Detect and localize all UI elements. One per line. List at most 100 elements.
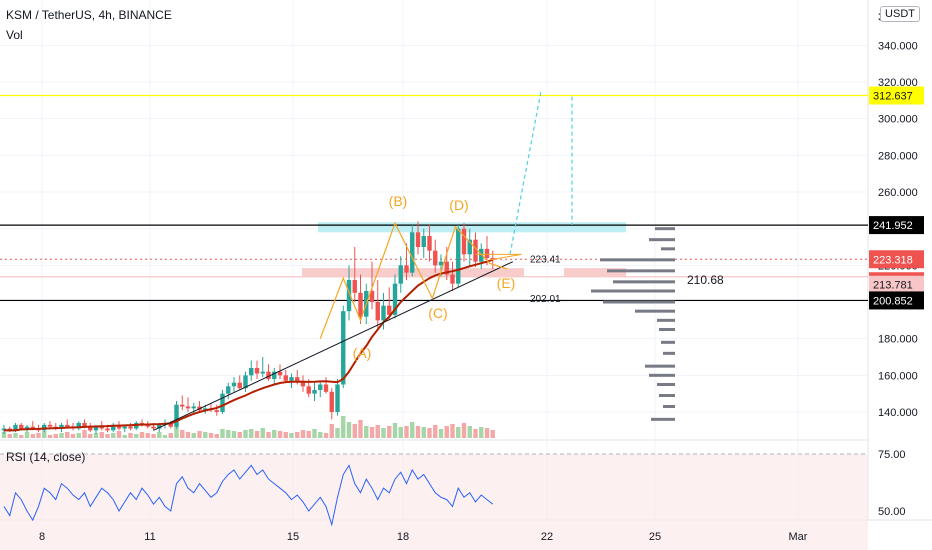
candle-body bbox=[180, 404, 185, 407]
candle-body bbox=[415, 232, 421, 247]
candle-body bbox=[88, 426, 93, 431]
volume-bar bbox=[277, 431, 283, 438]
price-tag-label: 213.781 bbox=[873, 280, 913, 292]
volume-bar bbox=[220, 429, 225, 438]
volume-bar bbox=[128, 433, 133, 438]
candle-body bbox=[484, 248, 490, 258]
volume-bar bbox=[341, 416, 346, 438]
price-tag-label: 200.852 bbox=[873, 295, 913, 307]
drawings: (A) (B) (C) (D) (E) 223.41 202.01 210.68 bbox=[4, 91, 724, 432]
volume-profile-bar bbox=[591, 289, 675, 293]
candle-body bbox=[1, 428, 7, 431]
price-tick-label: 300.000 bbox=[878, 114, 918, 126]
volume-profile-bar bbox=[663, 405, 675, 408]
candle-body bbox=[128, 426, 133, 429]
time-tick-label: 25 bbox=[649, 531, 661, 543]
elliott-wave bbox=[319, 221, 508, 339]
volume-profile-bar bbox=[649, 238, 675, 242]
volume-bar bbox=[461, 423, 467, 438]
volume-indicator-label[interactable]: Vol bbox=[6, 28, 23, 42]
symbol-title[interactable]: KSM / TetherUS, 4h, BINANCE bbox=[6, 8, 172, 22]
volume-bar bbox=[70, 434, 76, 438]
currency-selector[interactable]: USDT bbox=[880, 6, 920, 22]
candle-body bbox=[467, 239, 472, 255]
candle-body bbox=[329, 391, 334, 412]
volume-profile-bar bbox=[655, 227, 675, 231]
candle-body bbox=[174, 404, 179, 427]
volume-bar bbox=[283, 432, 288, 438]
volume-profile-bar bbox=[661, 340, 675, 344]
volume-bar bbox=[116, 431, 122, 438]
candle-body bbox=[398, 265, 403, 284]
candle-body bbox=[237, 382, 242, 389]
volume-bar bbox=[145, 433, 150, 438]
candle-body bbox=[473, 239, 478, 262]
volume-profile-bar bbox=[600, 258, 675, 262]
price-tick-label: 340.000 bbox=[878, 40, 918, 52]
volume-bar bbox=[398, 427, 403, 438]
volume-profile-bar bbox=[635, 309, 675, 313]
candle-body bbox=[82, 423, 87, 427]
candle-body bbox=[76, 423, 81, 429]
candle-body bbox=[157, 424, 162, 429]
volume-bar bbox=[375, 425, 380, 438]
wave-label: (E) bbox=[497, 275, 516, 291]
candle-body bbox=[392, 283, 398, 315]
candle-body bbox=[369, 291, 375, 302]
price-tag bbox=[869, 275, 924, 294]
trendline bbox=[153, 261, 514, 431]
candle-body bbox=[13, 424, 18, 431]
volume-bar bbox=[168, 433, 173, 438]
volume-profile-bar bbox=[649, 373, 675, 377]
candle-body bbox=[191, 406, 196, 409]
price-tick-label: 260.000 bbox=[878, 187, 918, 199]
rsi-pane bbox=[0, 453, 868, 550]
candle-body bbox=[226, 386, 231, 394]
volume-bar bbox=[105, 434, 110, 438]
candle-body bbox=[323, 384, 329, 392]
volume-bar bbox=[266, 432, 271, 438]
candle-body bbox=[105, 428, 110, 431]
wave-label: (C) bbox=[428, 305, 447, 321]
volume-bar bbox=[410, 422, 415, 438]
volume-bar bbox=[358, 420, 363, 438]
volume-bar bbox=[387, 426, 392, 438]
volume-bar bbox=[59, 433, 64, 438]
volume-bar bbox=[369, 427, 375, 438]
volume-bar bbox=[421, 427, 426, 438]
candle-body bbox=[479, 248, 484, 262]
rsi-band bbox=[0, 454, 868, 550]
price-tag bbox=[869, 216, 924, 235]
volume-bar bbox=[306, 431, 311, 438]
volume-profile-bar bbox=[651, 417, 675, 421]
volume-bar bbox=[404, 426, 409, 438]
candle-body bbox=[346, 280, 352, 312]
rsi-indicator-label[interactable]: RSI (14, close) bbox=[6, 450, 86, 464]
volume-bar bbox=[484, 428, 490, 438]
candle-body bbox=[116, 424, 122, 429]
candle-body bbox=[19, 424, 24, 429]
candle-body bbox=[421, 236, 426, 247]
candle-body bbox=[249, 368, 254, 376]
volume-profile-bar bbox=[657, 318, 675, 322]
volume-bar bbox=[289, 433, 294, 438]
triangle-apex bbox=[475, 253, 522, 261]
volume-bar bbox=[254, 431, 260, 438]
candle-body bbox=[341, 311, 346, 385]
volume-profile-bar bbox=[613, 280, 675, 284]
support-zone-right bbox=[564, 268, 626, 277]
candle-body bbox=[111, 424, 116, 431]
volume-profile-bar bbox=[607, 269, 675, 273]
candle-body bbox=[168, 423, 173, 427]
candle-body bbox=[65, 424, 70, 427]
volume-bar bbox=[82, 430, 87, 438]
price-tick-label: 140.000 bbox=[878, 407, 918, 419]
volume-bar bbox=[231, 431, 237, 438]
volume-bar bbox=[364, 426, 369, 438]
candle-body bbox=[358, 292, 363, 317]
wave-label: (B) bbox=[389, 193, 408, 209]
volume-bar bbox=[208, 433, 214, 438]
candle-body bbox=[260, 371, 265, 374]
candle-body bbox=[254, 368, 260, 374]
